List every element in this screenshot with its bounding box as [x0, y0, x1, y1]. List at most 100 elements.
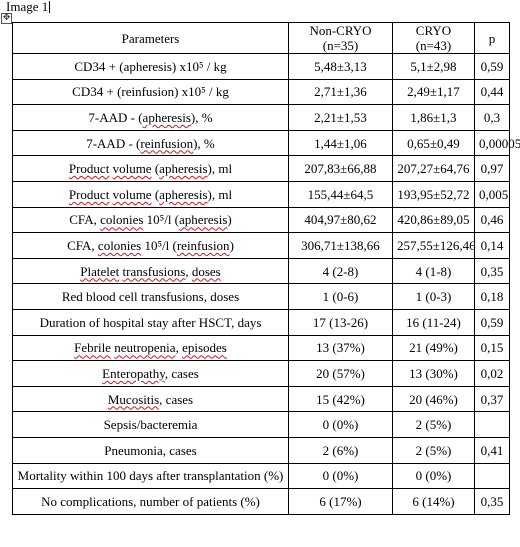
cell-cryo: 0 (0%): [392, 462, 475, 490]
cell-p-value: 0,59: [474, 53, 510, 80]
header-parameters: Parameters: [12, 22, 289, 54]
text-cursor: [49, 1, 51, 13]
cell-non-cryo: 207,83±66,88: [288, 155, 393, 182]
cell-non-cryo: 17 (13-26): [288, 308, 393, 336]
table-row: Sepsis/bacteremia 0 (0%) 2 (5%): [12, 411, 510, 438]
cell-p-value: [474, 462, 510, 490]
table-row: No complications, number of patients (%)…: [12, 488, 510, 515]
cell-cryo: 16 (11-24): [392, 308, 475, 336]
cell-p-value: 0,3: [474, 104, 510, 131]
cell-cryo: 2 (5%): [392, 436, 475, 464]
cell-non-cryo: 155,44±64,5: [288, 180, 393, 208]
cell-p-value: 0,005: [474, 180, 510, 208]
cell-parameter: No complications, number of patients (%): [12, 488, 289, 515]
header-non-cryo-label: Non-CRYO: [309, 23, 372, 38]
cell-cryo: 420,86±89,05: [392, 206, 475, 234]
cell-cryo: 193,95±52,72: [392, 180, 475, 208]
table-row: Duration of hospital stay after HSCT, da…: [12, 308, 510, 336]
cell-non-cryo: 0 (0%): [288, 411, 393, 438]
cell-non-cryo: 1 (0-6): [288, 283, 393, 310]
cell-p-value: 0,37: [474, 385, 510, 413]
cell-parameter: Product volume (apheresis), ml: [12, 155, 289, 182]
cell-p-value: 0,46: [474, 206, 510, 234]
header-cryo: CRYO (n=43): [392, 22, 475, 54]
header-non-cryo: Non-CRYO (n=35): [288, 22, 393, 54]
cell-p-value: 0,00005: [474, 129, 520, 157]
cell-cryo: 257,55±126,46: [392, 232, 476, 259]
cell-parameter: Enteropathy, cases: [12, 360, 289, 387]
cell-cryo: 1 (0-3): [392, 283, 475, 310]
cell-non-cryo: 15 (42%): [288, 385, 393, 413]
cell-cryo: 5,1±2,98: [392, 53, 475, 80]
cell-parameter: Sepsis/bacteremia: [12, 411, 289, 438]
header-cryo-n: (n=43): [415, 38, 452, 53]
table-move-handle-icon[interactable]: ✥: [1, 13, 12, 24]
cell-non-cryo: 5,48±3,13: [288, 53, 393, 80]
cell-parameter: Mortality within 100 days after transpla…: [12, 462, 289, 490]
header-non-cryo-n: (n=35): [322, 38, 359, 53]
table-row: Pneumonia, cases 2 (6%) 2 (5%) 0,41: [12, 436, 510, 464]
cell-cryo: 20 (46%): [392, 385, 475, 413]
cell-cryo: 207,27±64,76: [392, 155, 475, 182]
cell-parameter: CD34 + (apheresis) x10⁵ / kg: [12, 53, 289, 80]
cell-p-value: 0,35: [474, 488, 510, 515]
cell-non-cryo: 0 (0%): [288, 462, 393, 490]
cell-p-value: 0,15: [474, 334, 510, 362]
table-row: Product volume (apheresis), ml 155,44±64,…: [12, 180, 510, 208]
cell-p-value: 0,18: [474, 283, 510, 310]
cell-p-value: 0,41: [474, 436, 510, 464]
cell-p-value: 0,59: [474, 308, 510, 336]
table-row: CD34 + (apheresis) x10⁵ / kg 5,48±3,13 5,1…: [12, 53, 510, 80]
cell-non-cryo: 2,71±1,36: [288, 78, 393, 106]
cell-cryo: 21 (49%): [392, 334, 475, 362]
cell-p-value: [474, 411, 510, 438]
caption-text: Image 1: [6, 0, 49, 14]
cell-p-value: 0,35: [474, 257, 510, 285]
header-cryo-label: CRYO: [415, 23, 452, 38]
table-body: CD34 + (apheresis) x10⁵ / kg 5,48±3,13 5,1…: [12, 53, 520, 515]
cell-non-cryo: 2 (6%): [288, 436, 393, 464]
cell-parameter: 7-AAD - (reinfusion), %: [12, 129, 289, 157]
cell-cryo: 6 (14%): [392, 488, 475, 515]
cell-cryo: 0,65±0,49: [392, 129, 475, 157]
image-caption: Image 1: [6, 0, 51, 14]
cell-p-value: 0,14: [474, 232, 510, 259]
cell-parameter: Platelet transfusions, doses: [12, 257, 289, 285]
table-row: CD34 + (reinfusion) x10⁵ / kg 2,71±1,36 2,…: [12, 78, 510, 106]
cell-cryo: 2 (5%): [392, 411, 475, 438]
cell-parameter: CFA, colonies 10⁵/l (reinfusion): [12, 232, 289, 259]
cell-parameter: Pneumonia, cases: [12, 436, 289, 464]
cell-parameter: Duration of hospital stay after HSCT, da…: [12, 308, 289, 336]
cell-cryo: 2,49±1,17: [392, 78, 475, 106]
table-row: 7-AAD - (apheresis), % 2,21±1,53 1,86±1,3 0…: [12, 104, 510, 131]
cell-parameter: Febrile neutropenia, episodes: [12, 334, 289, 362]
cell-non-cryo: 13 (37%): [288, 334, 393, 362]
table-row: CFA, colonies 10⁵/l (reinfusion) 306,71±1…: [12, 232, 510, 259]
cell-non-cryo: 306,71±138,66: [288, 232, 393, 259]
cell-non-cryo: 6 (17%): [288, 488, 393, 515]
cell-parameter: 7-AAD - (apheresis), %: [12, 104, 289, 131]
cell-parameter: Red blood cell transfusions, doses: [12, 283, 289, 310]
cell-p-value: 0,97: [474, 155, 510, 182]
table-row: Enteropathy, cases 20 (57%) 13 (30%) 0,02: [12, 360, 510, 387]
table-row: Red blood cell transfusions, doses 1 (0-6…: [12, 283, 510, 310]
cell-cryo: 1,86±1,3: [392, 104, 475, 131]
cell-p-value: 0,02: [474, 360, 510, 387]
table-row: CFA, colonies 10⁵/l (apheresis) 404,97±80…: [12, 206, 510, 234]
table-row: Product volume (apheresis), ml 207,83±66,…: [12, 155, 510, 182]
cell-cryo: 4 (1-8): [392, 257, 475, 285]
table-row: Febrile neutropenia, episodes 13 (37%) 21 …: [12, 334, 510, 362]
cell-non-cryo: 20 (57%): [288, 360, 393, 387]
table-row: Mortality within 100 days after transpla…: [12, 462, 510, 490]
cell-non-cryo: 4 (2-8): [288, 257, 393, 285]
cell-cryo: 13 (30%): [392, 360, 475, 387]
results-table: Parameters Non-CRYO (n=35) CRYO (n=43) p C…: [12, 22, 520, 515]
cell-non-cryo: 1,44±1,06: [288, 129, 393, 157]
header-p: p: [474, 22, 510, 54]
table-header-row: Parameters Non-CRYO (n=35) CRYO (n=43) p: [12, 22, 510, 54]
table-row: Platelet transfusions, doses 4 (2-8) 4 (1-…: [12, 257, 510, 285]
cell-parameter: CFA, colonies 10⁵/l (apheresis): [12, 206, 289, 234]
table-row: Mucositis, cases 15 (42%) 20 (46%) 0,37: [12, 385, 510, 413]
table-row: 7-AAD - (reinfusion), % 1,44±1,06 0,65±0,4…: [12, 129, 520, 157]
cell-parameter: Product volume (apheresis), ml: [12, 180, 289, 208]
